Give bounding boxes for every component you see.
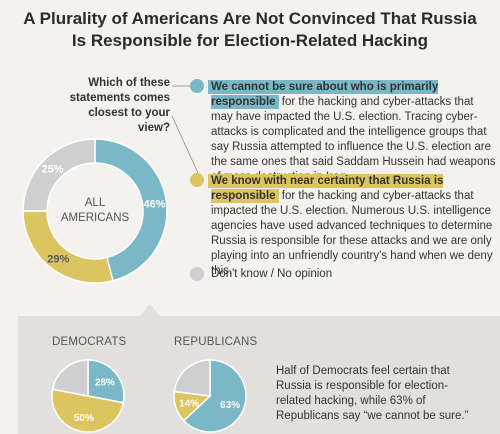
democrats-label: DEMOCRATS [52,336,127,348]
statement-certain-body: for the hacking and cyber-attacks that i… [211,190,493,277]
certain-legend-dot [190,173,204,187]
title-line-1: A Plurality of Americans Are Not Convinc… [23,9,477,28]
republicans-slice-2 [173,359,211,397]
all-americans-slice-2 [22,138,96,212]
title-line-2: Is Responsible for Election-Related Hack… [71,31,429,50]
statement-uncertain-body: for the hacking and cyber-attacks that m… [211,96,496,183]
panel-notch [140,304,160,316]
democrats-slice-0 [87,359,125,404]
democrats-value-label-1: 50% [74,413,94,424]
dont-know-label: Don't know / No opinion [211,268,333,280]
statement-certain: We know with near certainty that Russia … [208,174,496,279]
dont-know-legend-dot [190,267,204,281]
democrats-pie: 28% 50% [51,359,125,433]
question-text: Which of these statements comes closest … [69,77,170,134]
all-americans-slice-0 [94,138,168,282]
uncertain-legend-dot [190,79,204,93]
all-americans-center-label-1: AMERICANS [61,212,130,224]
all-americans-value-label-1: 29% [47,253,69,265]
democrats-value-label-0: 28% [95,377,115,388]
all-americans-center-label-0: ALL [85,197,106,209]
democrats-slice-1 [51,388,125,433]
summary-text: Half of Democrats feel certain that Russ… [276,365,469,422]
chart-title: A Plurality of Americans Are Not Convinc… [0,8,500,52]
all-americans-value-label-2: 25% [42,163,64,175]
republicans-slice-0 [182,359,247,433]
republicans-value-label-0: 63% [220,400,240,411]
democrats-slice-2 [51,359,89,397]
statement-uncertain: We cannot be sure about who is primarily… [208,80,496,185]
republicans-pie: 63% 14% [173,359,247,433]
all-americans-value-label-0: 46% [144,198,166,210]
republicans-value-label-1: 14% [179,398,199,409]
republicans-label: REPUBLICANS [174,336,258,348]
all-americans-donut: 46% 29% 25% ALL AMERICANS [22,138,168,284]
